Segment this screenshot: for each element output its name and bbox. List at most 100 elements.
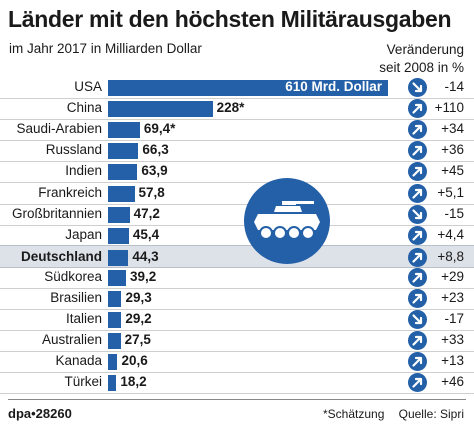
chart-title: Länder mit den höchsten Militärausgaben (8, 6, 452, 32)
category-label: Italien (65, 311, 102, 327)
category-label: Frankreich (38, 184, 102, 200)
category-label: Türkei (64, 374, 102, 390)
data-label: 27,5 (124, 332, 151, 348)
category-label: Großbritannien (11, 205, 102, 221)
bar (108, 80, 388, 96)
bar (108, 101, 213, 118)
footer-divider (8, 399, 466, 400)
bar (108, 375, 117, 392)
arrow-down-right-icon (408, 204, 427, 224)
data-label: 47,2 (133, 205, 160, 221)
change-label: -14 (444, 79, 464, 94)
chart-row: Russland 66,3 +36 (0, 139, 474, 163)
data-label: 29,3 (125, 290, 152, 305)
change-column-header: Veränderung seit 2008 in % (379, 41, 464, 77)
chart-row: Australien 27,5 +33 (0, 329, 474, 353)
arrow-up-right-icon (408, 141, 427, 161)
change-label: +8,8 (437, 248, 464, 264)
arrow-up-right-icon (408, 162, 427, 182)
bar (108, 227, 129, 244)
chart-row: Südkorea 39,2 +29 (0, 266, 474, 289)
bar (108, 185, 135, 202)
category-label: Kanada (55, 353, 102, 369)
arrow-up-right-icon (408, 352, 427, 372)
data-label: 20,6 (121, 353, 148, 369)
chart-row: Deutschland 44,3 +8,8 (0, 244, 474, 268)
arrow-up-right-icon (408, 99, 427, 119)
bar (108, 164, 138, 181)
arrow-up-right-icon (408, 289, 427, 308)
change-label: +13 (441, 353, 464, 369)
bar (108, 291, 122, 307)
category-label: Japan (65, 226, 102, 242)
data-label: 228* (216, 100, 245, 116)
data-label: 39,2 (129, 268, 157, 284)
bar (108, 249, 129, 266)
change-header-line-1: Veränderung (386, 42, 464, 57)
change-label: +23 (441, 290, 464, 305)
category-label: Russland (45, 142, 102, 158)
bar (108, 122, 140, 139)
arrow-up-right-icon (408, 183, 427, 203)
change-label: +33 (441, 332, 464, 348)
data-source: Quelle: Sipri (398, 407, 464, 421)
change-label: +46 (441, 374, 464, 390)
bar (108, 354, 118, 371)
change-label: +5,1 (437, 184, 464, 200)
category-label: Südkorea (44, 268, 102, 284)
bar (108, 312, 122, 329)
data-label: 66,3 (142, 142, 169, 158)
change-label: -15 (444, 205, 464, 221)
category-label: USA (74, 79, 102, 94)
arrow-up-right-icon (408, 247, 427, 267)
data-label: 63,9 (141, 163, 168, 179)
chart-row: Großbritannien 47,2 -15 (0, 203, 474, 226)
arrow-up-right-icon (408, 267, 427, 287)
change-label: +34 (441, 121, 464, 137)
arrow-up-right-icon (408, 331, 427, 351)
category-label: Brasilien (50, 290, 102, 305)
data-label: 610 Mrd. Dollar (285, 79, 382, 94)
change-label: +29 (441, 268, 464, 284)
arrow-down-right-icon (408, 310, 427, 330)
chart-row: USA 610 Mrd. Dollar -14 (0, 76, 474, 99)
data-label: 18,2 (120, 374, 147, 390)
chart-row: Italien 29,2 -17 (0, 308, 474, 332)
arrow-down-right-icon (408, 78, 427, 97)
category-label: Australien (41, 332, 102, 348)
change-label: +36 (441, 142, 464, 158)
arrow-up-right-icon (408, 120, 427, 140)
change-label: -17 (444, 311, 464, 327)
data-label: 45,4 (132, 226, 160, 242)
change-label: +45 (441, 163, 464, 179)
change-header-line-2: seit 2008 in % (379, 60, 464, 75)
change-label: +4,4 (437, 226, 464, 242)
category-label: China (66, 100, 102, 116)
chart-row: Türkei 18,2 +46 (0, 371, 474, 395)
chart-row: Indien 63,9 +45 (0, 160, 474, 184)
change-label: +110 (434, 100, 464, 116)
chart-row: Japan 45,4 +4,4 (0, 224, 474, 247)
data-label: 29,2 (125, 311, 152, 327)
data-label: 69,4* (143, 121, 176, 137)
bar (108, 143, 139, 160)
chart-row: Brasilien 29,3 +23 (0, 287, 474, 310)
estimate-footnote: *Schätzung (323, 407, 385, 421)
chart-row: Frankreich 57,8 +5,1 (0, 182, 474, 205)
agency-credit: dpa•28260 (8, 406, 72, 421)
chart-row: Kanada 20,6 +13 (0, 350, 474, 374)
arrow-up-right-icon (408, 225, 427, 245)
chart-row: Saudi-Arabien 69,4* +34 (0, 118, 474, 142)
bar (108, 333, 121, 350)
bar (108, 206, 130, 223)
data-label: 57,8 (138, 184, 165, 200)
category-label: Deutschland (20, 248, 102, 264)
arrow-up-right-icon (408, 373, 427, 393)
chart-row: China 228* +110 (0, 97, 474, 121)
armored-vehicle-icon (244, 178, 330, 264)
category-label: Saudi-Arabien (16, 121, 102, 137)
bar (108, 269, 126, 286)
chart-subtitle: im Jahr 2017 in Milliarden Dollar (9, 41, 202, 56)
category-label: Indien (65, 163, 102, 179)
data-label: 44,3 (132, 248, 159, 264)
